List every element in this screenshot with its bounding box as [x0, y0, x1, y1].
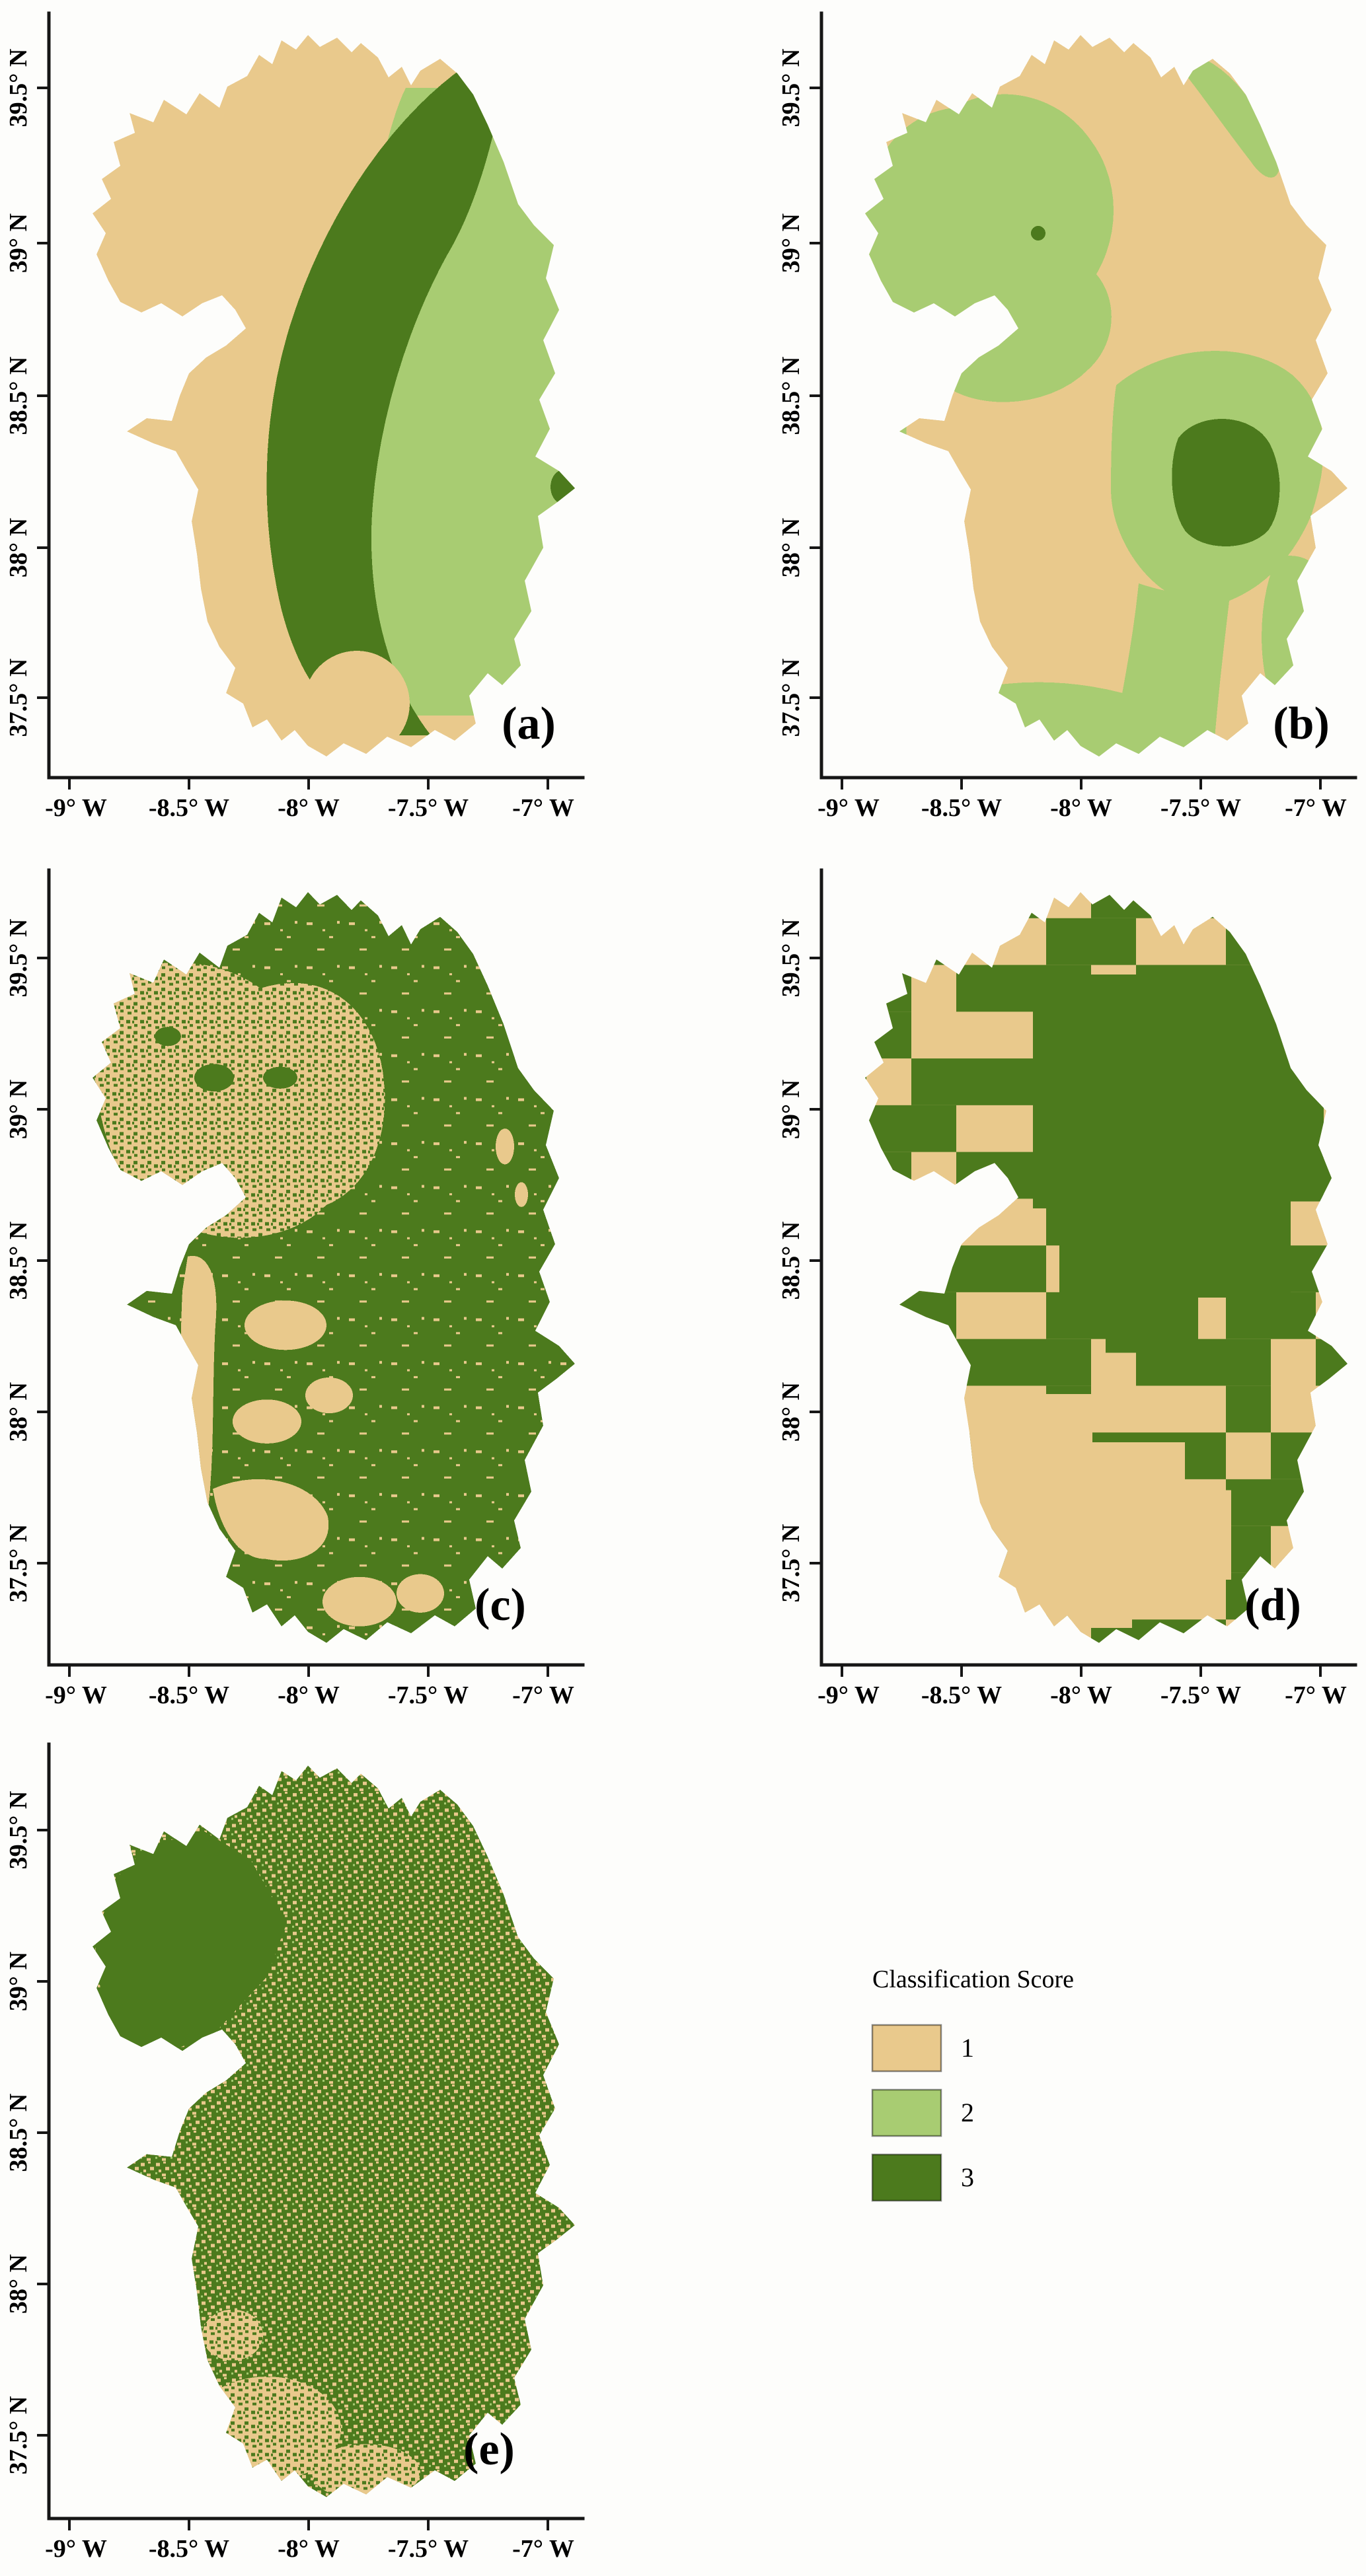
- panel-b-letter: (b): [1273, 698, 1330, 749]
- panel-b-map: [865, 35, 1347, 756]
- panel-a-map: [93, 35, 575, 756]
- y-tick-label: 37.5° N: [777, 659, 805, 737]
- x-tick-label: -8.5° W: [921, 794, 1002, 822]
- panel-e-axes: [37, 1742, 585, 2530]
- score2-nw-blob-b: [865, 94, 1114, 402]
- panel-c-map: [93, 892, 575, 1643]
- score1-south-blob-a: [304, 651, 410, 756]
- score3-nw-solid-e: [95, 1831, 287, 2061]
- panel-e-map: [93, 1765, 575, 2497]
- y-tick-label: 39.5° N: [777, 49, 805, 128]
- y-tick-label: 38.5° N: [777, 1222, 805, 1300]
- y-tick-label: 37.5° N: [5, 659, 32, 737]
- x-tick-label: -8° W: [278, 1681, 340, 1709]
- x-tick-label: -7.5° W: [388, 2535, 469, 2563]
- x-tick-label: -8° W: [1050, 794, 1112, 822]
- x-tick-label: -7° W: [1285, 1681, 1347, 1709]
- legend-swatch-score3: [871, 2153, 942, 2202]
- x-tick-label: -7° W: [512, 2535, 574, 2563]
- score3-oval-b: [1172, 418, 1280, 546]
- score3-dot-b: [1031, 226, 1045, 240]
- y-tick-label: 37.5° N: [777, 1524, 805, 1603]
- panel-b-tick-labels: 39.5° N 39° N 38.5° N 38° N 37.5° N -9° …: [777, 49, 1347, 822]
- panel-a-letter: (a): [502, 698, 556, 749]
- score1-sw-blob-c: [213, 1479, 329, 1561]
- legend-label-score2: 2: [961, 2098, 974, 2127]
- legend: Classification Score 1 2 3: [871, 1966, 1074, 2202]
- y-tick-label: 39° N: [777, 1080, 805, 1139]
- panel-d-axes: [810, 868, 1357, 1677]
- y-tick-label: 39.5° N: [5, 1791, 32, 1870]
- score1-solid-block-d: [960, 1393, 1231, 1628]
- panel-d-letter: (d): [1244, 1580, 1301, 1631]
- score2-west-strip-b: [885, 385, 907, 504]
- y-tick-label: 38.5° N: [5, 1222, 32, 1300]
- y-tick-label: 38° N: [5, 2254, 32, 2314]
- panel-d-tick-labels: 39.5° N 39° N 38.5° N 38° N 37.5° N -9° …: [777, 919, 1347, 1709]
- x-tick-label: -9° W: [817, 794, 880, 822]
- x-tick-label: -7° W: [512, 1681, 574, 1709]
- y-tick-label: 37.5° N: [5, 1524, 32, 1603]
- panel-c-axes: [37, 868, 585, 1677]
- x-tick-label: -8° W: [278, 794, 340, 822]
- x-tick-label: -8.5° W: [149, 794, 229, 822]
- panel-e-letter: (e): [463, 2424, 515, 2475]
- y-tick-label: 39° N: [5, 1952, 32, 2011]
- score2-sw-coast-b: [973, 682, 1165, 756]
- x-tick-label: -8° W: [278, 2535, 340, 2563]
- y-tick-label: 38.5° N: [777, 357, 805, 435]
- y-tick-label: 38.5° N: [5, 2094, 32, 2172]
- x-tick-label: -7° W: [512, 794, 574, 822]
- y-tick-label: 39.5° N: [5, 49, 32, 128]
- panel-a-axes: [37, 11, 585, 790]
- legend-label-score1: 1: [961, 2033, 974, 2063]
- panel-c-letter: (c): [474, 1580, 526, 1631]
- x-tick-label: -8.5° W: [149, 1681, 229, 1709]
- x-tick-label: -8.5° W: [149, 2535, 229, 2563]
- x-tick-label: -8° W: [1050, 1681, 1112, 1709]
- y-tick-label: 38° N: [777, 518, 805, 577]
- x-tick-label: -9° W: [45, 1681, 107, 1709]
- legend-swatch-score1: [871, 2024, 942, 2073]
- x-tick-label: -7.5° W: [1160, 794, 1241, 822]
- panel-b-axes: [810, 11, 1357, 790]
- x-tick-label: -9° W: [45, 794, 107, 822]
- panel-a-tick-labels: 39.5° N 39° N 38.5° N 38° N 37.5° N -9° …: [5, 49, 574, 822]
- y-tick-label: 39.5° N: [777, 919, 805, 998]
- legend-label-score3: 3: [961, 2162, 974, 2192]
- y-tick-label: 39° N: [5, 213, 32, 273]
- score2-se-patch-b: [1262, 556, 1325, 696]
- y-tick-label: 39° N: [5, 1080, 32, 1139]
- y-tick-label: 38° N: [5, 1382, 32, 1442]
- x-tick-label: -8.5° W: [921, 1681, 1002, 1709]
- x-tick-label: -9° W: [45, 2535, 107, 2563]
- x-tick-label: -7.5° W: [388, 794, 469, 822]
- y-tick-label: 38° N: [5, 518, 32, 577]
- panel-c-tick-labels: 39.5° N 39° N 38.5° N 38° N 37.5° N -9° …: [5, 919, 574, 1709]
- y-tick-label: 38.5° N: [5, 357, 32, 435]
- y-tick-label: 39° N: [777, 213, 805, 273]
- score3-east-sliver-a: [550, 470, 575, 504]
- legend-title: Classification Score: [872, 1966, 1074, 1993]
- x-tick-label: -7.5° W: [1160, 1681, 1241, 1709]
- x-tick-label: -9° W: [817, 1681, 880, 1709]
- score2-ne-fringe-b: [1184, 54, 1280, 178]
- y-tick-label: 39.5° N: [5, 919, 32, 998]
- score3-solid-block-d: [1033, 975, 1324, 1353]
- panel-d-map: [865, 892, 1347, 1643]
- score1-nw-speckle-zone-c: [93, 962, 385, 1238]
- y-tick-label: 38° N: [777, 1382, 805, 1442]
- panel-e-tick-labels: 39.5° N 39° N 38.5° N 38° N 37.5° N -9° …: [5, 1791, 574, 2563]
- x-tick-label: -7.5° W: [388, 1681, 469, 1709]
- score3-band-a: [266, 61, 500, 735]
- legend-swatch-score2: [871, 2088, 942, 2137]
- x-tick-label: -7° W: [1285, 794, 1347, 822]
- y-tick-label: 37.5° N: [5, 2396, 32, 2475]
